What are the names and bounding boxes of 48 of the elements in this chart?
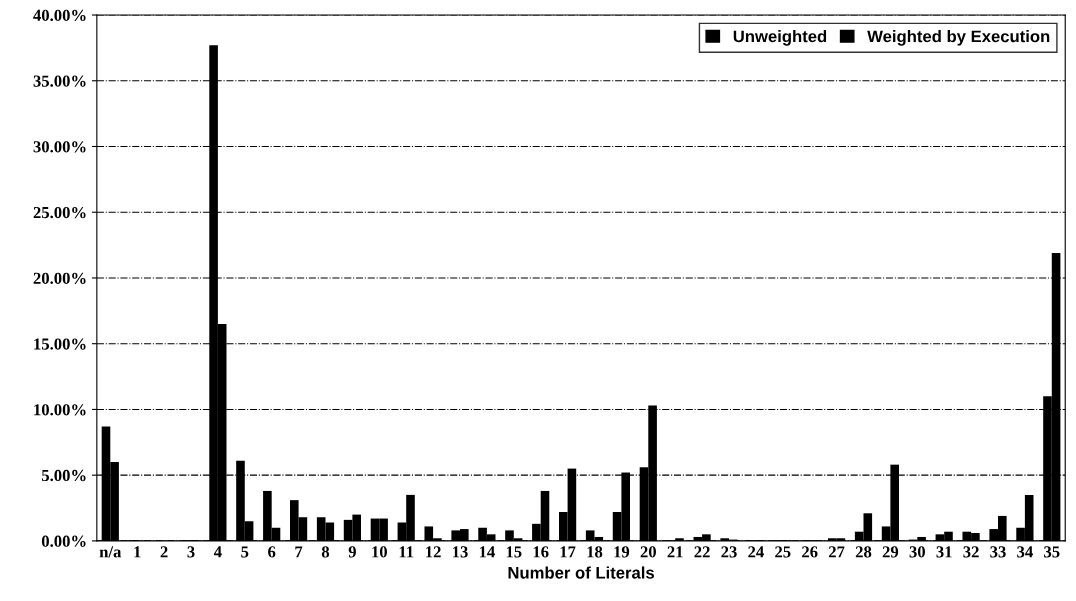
- x-tick-label: 32: [963, 546, 979, 558]
- x-tick-label: 23: [721, 546, 737, 558]
- x-axis-title: Number of Literals: [508, 566, 654, 579]
- y-tick-label: 20.00%: [33, 272, 86, 284]
- y-tick-label: 30.00%: [33, 141, 86, 153]
- x-tick-label: 26: [802, 546, 818, 558]
- x-tick-label: 25: [775, 546, 791, 558]
- x-tick-label: 5: [241, 546, 249, 558]
- x-tick-label: 13: [452, 546, 468, 558]
- x-tick-label: 12: [426, 546, 441, 558]
- y-tick-label: 35.00%: [33, 75, 86, 87]
- x-tick-label: 29: [882, 546, 899, 558]
- x-tick-label: 17: [560, 546, 576, 558]
- y-tick-label: 10.00%: [34, 404, 86, 416]
- x-tick-label: 20: [640, 546, 656, 558]
- x-tick-label: 24: [748, 546, 764, 558]
- x-tick-label: 6: [268, 546, 276, 558]
- y-tick-label: 5.00%: [41, 469, 86, 482]
- x-tick-label: 2: [160, 546, 168, 558]
- x-tick-label: 21: [667, 546, 683, 558]
- x-tick-label: 19: [614, 546, 630, 558]
- x-tick-label: 27: [828, 546, 845, 558]
- x-tick-label: 11: [399, 546, 414, 558]
- x-tick-label: 35: [1044, 546, 1060, 558]
- x-tick-label: 34: [1017, 546, 1033, 558]
- y-tick-label: 15.00%: [34, 338, 86, 350]
- legend-label: Weighted by Execution: [867, 30, 1050, 46]
- x-tick-label: 33: [990, 546, 1006, 558]
- x-tick-label: 14: [479, 546, 495, 558]
- x-tick-label: 1: [134, 546, 141, 558]
- x-tick-label: 9: [348, 546, 356, 558]
- y-tick-label: 0.00%: [41, 535, 86, 547]
- legend-label: Unweighted: [733, 30, 827, 46]
- x-tick-label: 22: [694, 546, 710, 558]
- x-tick-label: 18: [587, 546, 603, 558]
- x-tick-label: 7: [295, 546, 303, 558]
- y-tick-label: 40.00%: [33, 9, 86, 22]
- y-tick-label: 25.00%: [33, 206, 86, 219]
- x-tick-label: 10: [372, 546, 387, 558]
- x-tick-label: 28: [855, 546, 872, 558]
- x-tick-label: 8: [321, 546, 330, 558]
- x-tick-label: 30: [909, 546, 925, 558]
- x-tick-label: 16: [533, 546, 549, 558]
- x-tick-label: 4: [213, 546, 222, 558]
- x-tick-label: 3: [187, 546, 195, 558]
- x-tick-label: n/a: [99, 546, 122, 558]
- x-tick-label: 15: [506, 546, 522, 558]
- x-tick-label: 31: [936, 546, 952, 558]
